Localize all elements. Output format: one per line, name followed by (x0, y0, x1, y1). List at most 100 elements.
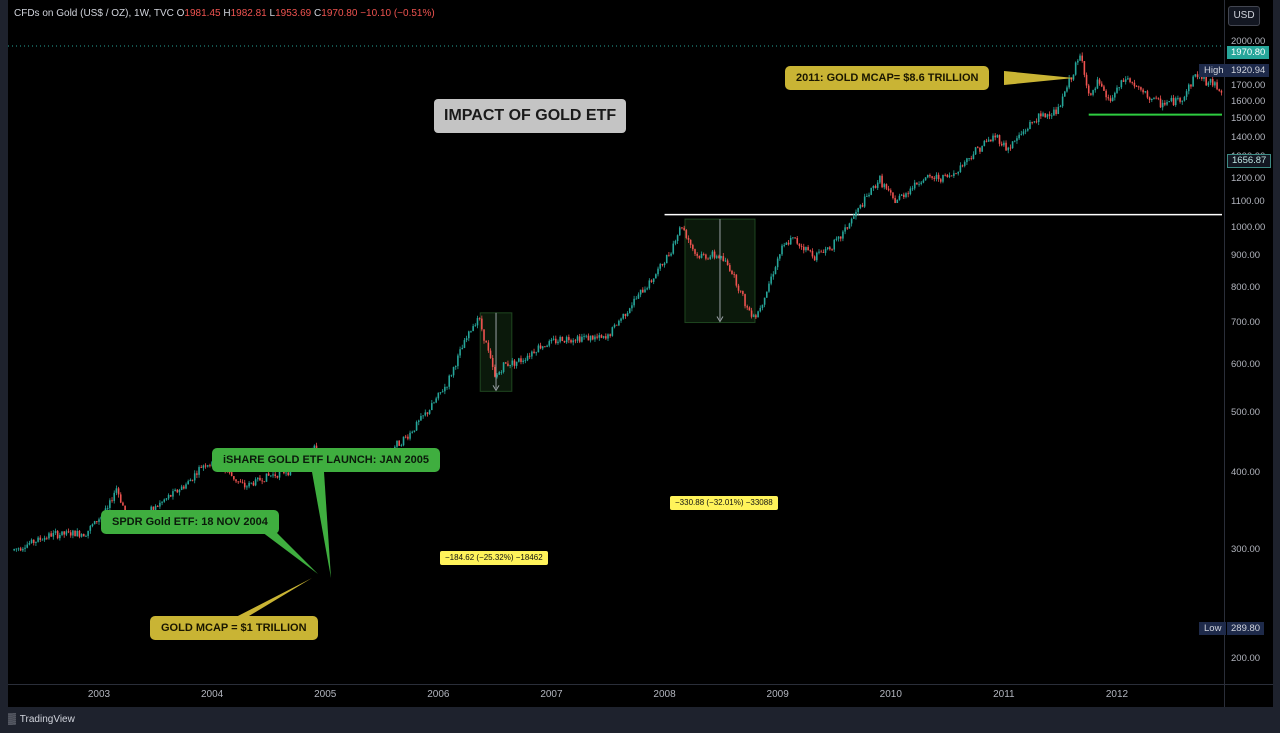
candle-body (459, 349, 461, 356)
axis-corner (1224, 684, 1273, 707)
candle-body (820, 251, 822, 253)
measure-label-2006[interactable]: −184.62 (−25.32%) −18462 (440, 551, 548, 565)
ishare-callout[interactable]: iSHARE GOLD ETF LAUNCH: JAN 2005 (212, 448, 440, 472)
candle-body (953, 173, 955, 176)
candle-body (1164, 102, 1166, 105)
candle-body (420, 415, 422, 421)
candle-body (478, 318, 481, 319)
candle-body (230, 472, 233, 477)
candle-body (252, 482, 255, 486)
candle-body (507, 363, 509, 366)
candle-body (765, 291, 768, 298)
candle-body (1009, 147, 1012, 149)
mcap-1t-callout[interactable]: GOLD MCAP = $1 TRILLION (150, 616, 318, 640)
candle-body (998, 135, 1001, 144)
candle-body (400, 445, 403, 447)
candle-body (1187, 84, 1190, 92)
candle-body (735, 274, 738, 286)
price-axis[interactable] (1224, 0, 1273, 684)
high-label: H (223, 8, 231, 19)
candle-body (80, 533, 83, 537)
y-tick-label: 900.00 (1231, 249, 1261, 261)
candle-body (1151, 98, 1153, 101)
spdr-callout[interactable]: SPDR Gold ETF: 18 NOV 2004 (101, 510, 279, 534)
candle-body (1153, 97, 1155, 99)
candle-body (692, 244, 694, 250)
candle-body (37, 537, 39, 542)
candle-body (1179, 98, 1181, 102)
candle-body (1207, 82, 1210, 86)
candle-body (746, 306, 749, 308)
candle-body (554, 338, 557, 344)
candle-body (502, 362, 505, 372)
time-axis[interactable] (8, 684, 1224, 707)
candle-body (446, 386, 448, 388)
candle-body (1035, 121, 1038, 123)
candle-body (1177, 98, 1179, 99)
candle-body (615, 324, 618, 326)
candle-body (481, 318, 483, 330)
candle-body (1137, 86, 1140, 88)
candle-body (811, 250, 814, 257)
candle-body (742, 291, 744, 295)
candle-body (1059, 106, 1062, 107)
candle-body (596, 336, 598, 338)
candle-body (992, 135, 994, 142)
chart-title[interactable]: IMPACT OF GOLD ETF (434, 99, 627, 133)
candle-body (1077, 60, 1079, 63)
candle-body (900, 194, 903, 196)
candle-body (1214, 82, 1216, 86)
candle-body (781, 245, 783, 255)
candle-body (531, 351, 533, 357)
y-tick-label: 700.00 (1231, 317, 1261, 329)
candle-body (398, 440, 400, 446)
candle-body (724, 260, 727, 262)
candle-body (491, 357, 494, 367)
candle-body (59, 534, 61, 539)
symbol-header[interactable]: CFDs on Gold (US$ / OZ), 1W, TVC O1981.4… (14, 8, 435, 19)
candle-body (585, 335, 588, 337)
candle-body (1124, 79, 1127, 82)
high-tag-value: 1920.94 (1227, 64, 1270, 77)
low-label: L (269, 8, 276, 19)
mcap-2011-callout[interactable]: 2011: GOLD MCAP= $8.6 TRILLION (785, 66, 990, 90)
y-tick-label: 500.00 (1231, 407, 1261, 419)
candle-body (974, 147, 977, 155)
chart-frame[interactable] (8, 0, 1272, 706)
candle-body (639, 289, 642, 295)
candle-body (424, 412, 427, 416)
candle-body (896, 199, 899, 203)
candle-body (857, 208, 859, 212)
candle-body (52, 532, 55, 537)
candle-body (431, 403, 433, 411)
candle-body (1048, 114, 1051, 116)
candle-body (241, 482, 244, 484)
candle-body (198, 467, 200, 475)
tradingview-logo-icon: ▒ (8, 713, 16, 725)
candle-body (842, 231, 844, 239)
candle-body (202, 465, 205, 468)
candle-body (435, 398, 437, 403)
candle-body (1033, 121, 1036, 123)
candle-body (818, 251, 820, 253)
candle-body (433, 402, 435, 404)
candle-body (1203, 76, 1205, 79)
candle-body (528, 355, 531, 357)
candle-body (1107, 97, 1110, 99)
candles (13, 52, 1223, 553)
candle-body (1061, 96, 1064, 107)
candle-body (1037, 113, 1040, 122)
candle-body (115, 488, 118, 493)
currency-button[interactable]: USD (1228, 6, 1260, 26)
candle-body (1116, 87, 1118, 93)
candle-body (1129, 78, 1131, 82)
candle-body (483, 329, 485, 341)
candle-body (874, 185, 877, 188)
x-tick-label: 2010 (879, 689, 902, 700)
y-tick-label: 1400.00 (1231, 131, 1266, 143)
candle-body (837, 236, 840, 239)
candle-body (250, 482, 253, 484)
open-value: 1981.45 (184, 8, 221, 19)
measure-label-2008[interactable]: −330.88 (−32.01%) −33088 (670, 496, 778, 510)
